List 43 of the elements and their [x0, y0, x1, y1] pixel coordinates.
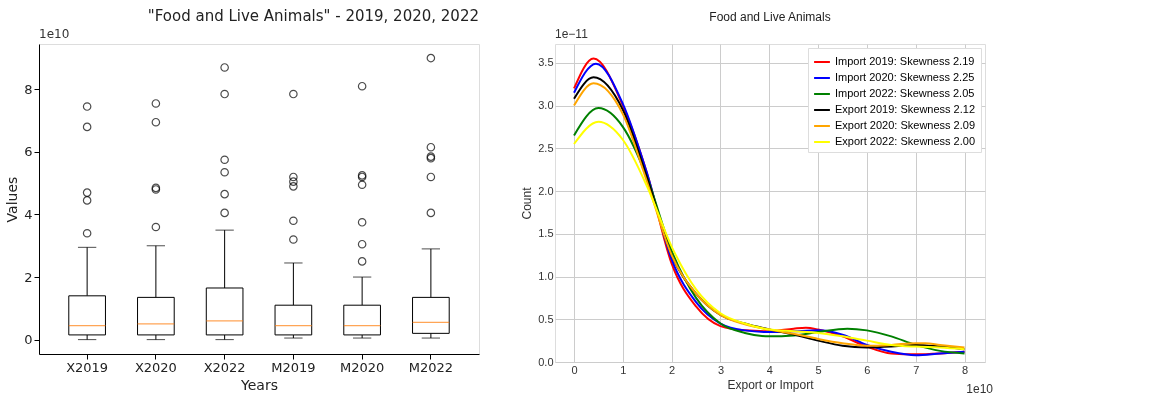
x-tick-label: 7	[913, 363, 920, 376]
x-tick-label: 2	[669, 363, 676, 376]
x-tick-label: X2020	[134, 359, 177, 375]
y-axis-title: Count	[520, 186, 535, 220]
chart-title: Food and Live Animals	[709, 10, 831, 24]
text: 1e−11	[555, 27, 589, 41]
y-tick-label: 3.5	[538, 56, 554, 69]
x-axis-title: Export or Import	[727, 377, 815, 392]
x-tick-label: X2022	[203, 359, 246, 375]
y-tick-label: 0.0	[538, 355, 554, 368]
y-tick-label: 0.5	[538, 312, 554, 325]
legend-label: Import 2019: Skewness 2.19	[835, 55, 975, 67]
x-tick-label: 5	[815, 363, 822, 376]
x-axis-title: Years	[240, 376, 278, 393]
y-tick-label: 1.0	[538, 270, 554, 283]
y-tick-label: 2.0	[538, 184, 554, 197]
legend-label: Export 2020: Skewness 2.09	[835, 119, 976, 131]
y-tick-label: 3.0	[538, 99, 554, 112]
y-tick-label: 4	[24, 206, 33, 222]
x-tick-label: M2019	[271, 359, 316, 375]
y-tick-label: 1.5	[538, 227, 554, 240]
x-tick-label: M2020	[339, 359, 385, 375]
y-axis-title: Values	[4, 176, 21, 223]
y-tick-label: 8	[24, 81, 33, 97]
legend-label: Import 2022: Skewness 2.05	[835, 87, 975, 99]
chart-title: "Food and Live Animals" - 2019, 2020, 2022	[147, 7, 479, 25]
y-tick-label: 0	[24, 332, 33, 348]
x-tick-label: 1	[620, 363, 627, 376]
x-tick-label: 6	[864, 363, 871, 376]
legend-label: Import 2020: Skewness 2.25	[835, 71, 975, 83]
text: 1e10	[966, 382, 994, 396]
y-tick-label: 2.5	[538, 141, 554, 154]
x-tick-label: 0	[571, 363, 578, 376]
x-tick-label: X2019	[66, 359, 109, 375]
y-tick-label: 6	[24, 144, 33, 160]
legend-label: Export 2019: Skewness 2.12	[835, 103, 976, 115]
x-tick-label: 4	[766, 363, 773, 376]
text: 1e10	[39, 27, 70, 41]
y-tick-label: 2	[24, 269, 33, 285]
x-tick-label: 8	[961, 363, 969, 376]
x-tick-label: M2022	[408, 359, 454, 375]
x-tick-label: 3	[717, 363, 725, 376]
legend-label: Export 2022: Skewness 2.00	[835, 135, 976, 147]
